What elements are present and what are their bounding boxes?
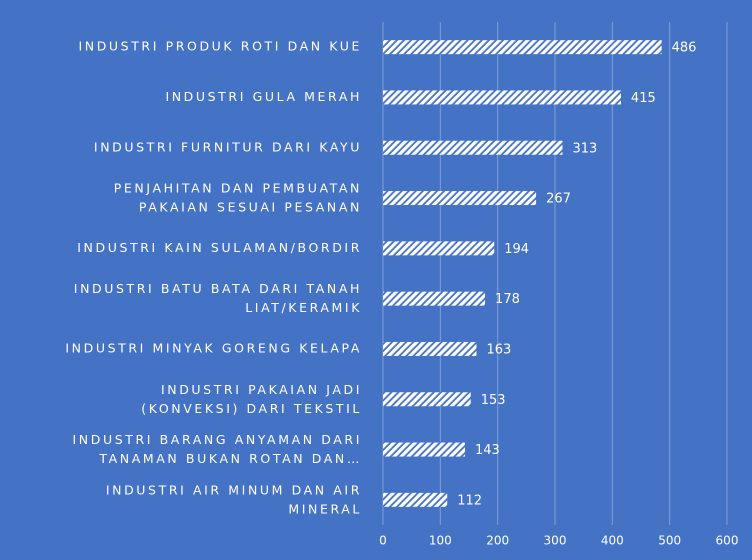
data-label: 163 <box>486 342 511 357</box>
y-tick-label: INDUSTRI BARANG ANYAMAN DARI TANAMAN BUKA… <box>73 432 363 466</box>
data-label: 194 <box>504 242 529 257</box>
bar <box>383 341 477 356</box>
y-tick-label: INDUSTRI BATU BATA DARI TANAH LIAT/KERAMI… <box>74 281 362 315</box>
x-tick-label: 300 <box>544 534 567 548</box>
y-tick-label: INDUSTRI KAIN SULAMAN/BORDIR <box>77 240 362 255</box>
y-tick-label: PENJAHITAN DAN PEMBUATAN PAKAIAN SESUAI P… <box>114 180 362 214</box>
x-tick-label: 100 <box>429 534 452 548</box>
y-tick-label: INDUSTRI FURNITUR DARI KAYU <box>94 139 362 154</box>
bar <box>383 40 662 55</box>
bar <box>383 492 448 507</box>
x-tick-label: 0 <box>379 534 387 548</box>
data-label: 486 <box>672 41 697 56</box>
data-label: 415 <box>631 91 656 106</box>
bar <box>383 191 537 206</box>
data-label: 153 <box>481 393 506 408</box>
data-label: 313 <box>572 141 597 156</box>
data-label: 267 <box>546 192 571 207</box>
bar <box>383 291 486 306</box>
data-label: 178 <box>495 292 520 307</box>
x-tick-label: 200 <box>486 534 509 548</box>
x-tick-label: 500 <box>658 534 681 548</box>
x-tick-label: 400 <box>601 534 624 548</box>
y-tick-label: INDUSTRI PRODUK ROTI DAN KUE <box>78 39 362 54</box>
y-tick-label: INDUSTRI GULA MERAH <box>165 89 362 104</box>
y-tick-label: INDUSTRI MINYAK GORENG KELAPA <box>65 340 362 355</box>
bar <box>383 442 465 457</box>
bar <box>383 392 471 407</box>
bar <box>383 241 495 256</box>
y-tick-label: INDUSTRI PAKAIAN JADI (KONVEKSI) DARI TEK… <box>141 381 362 415</box>
data-label: 143 <box>475 443 500 458</box>
bar <box>383 140 563 155</box>
x-tick-label: 600 <box>716 534 739 548</box>
y-tick-label: INDUSTRI AIR MINUM DAN AIR MINERAL <box>106 482 362 516</box>
data-label: 112 <box>457 493 482 508</box>
bar <box>383 90 621 105</box>
